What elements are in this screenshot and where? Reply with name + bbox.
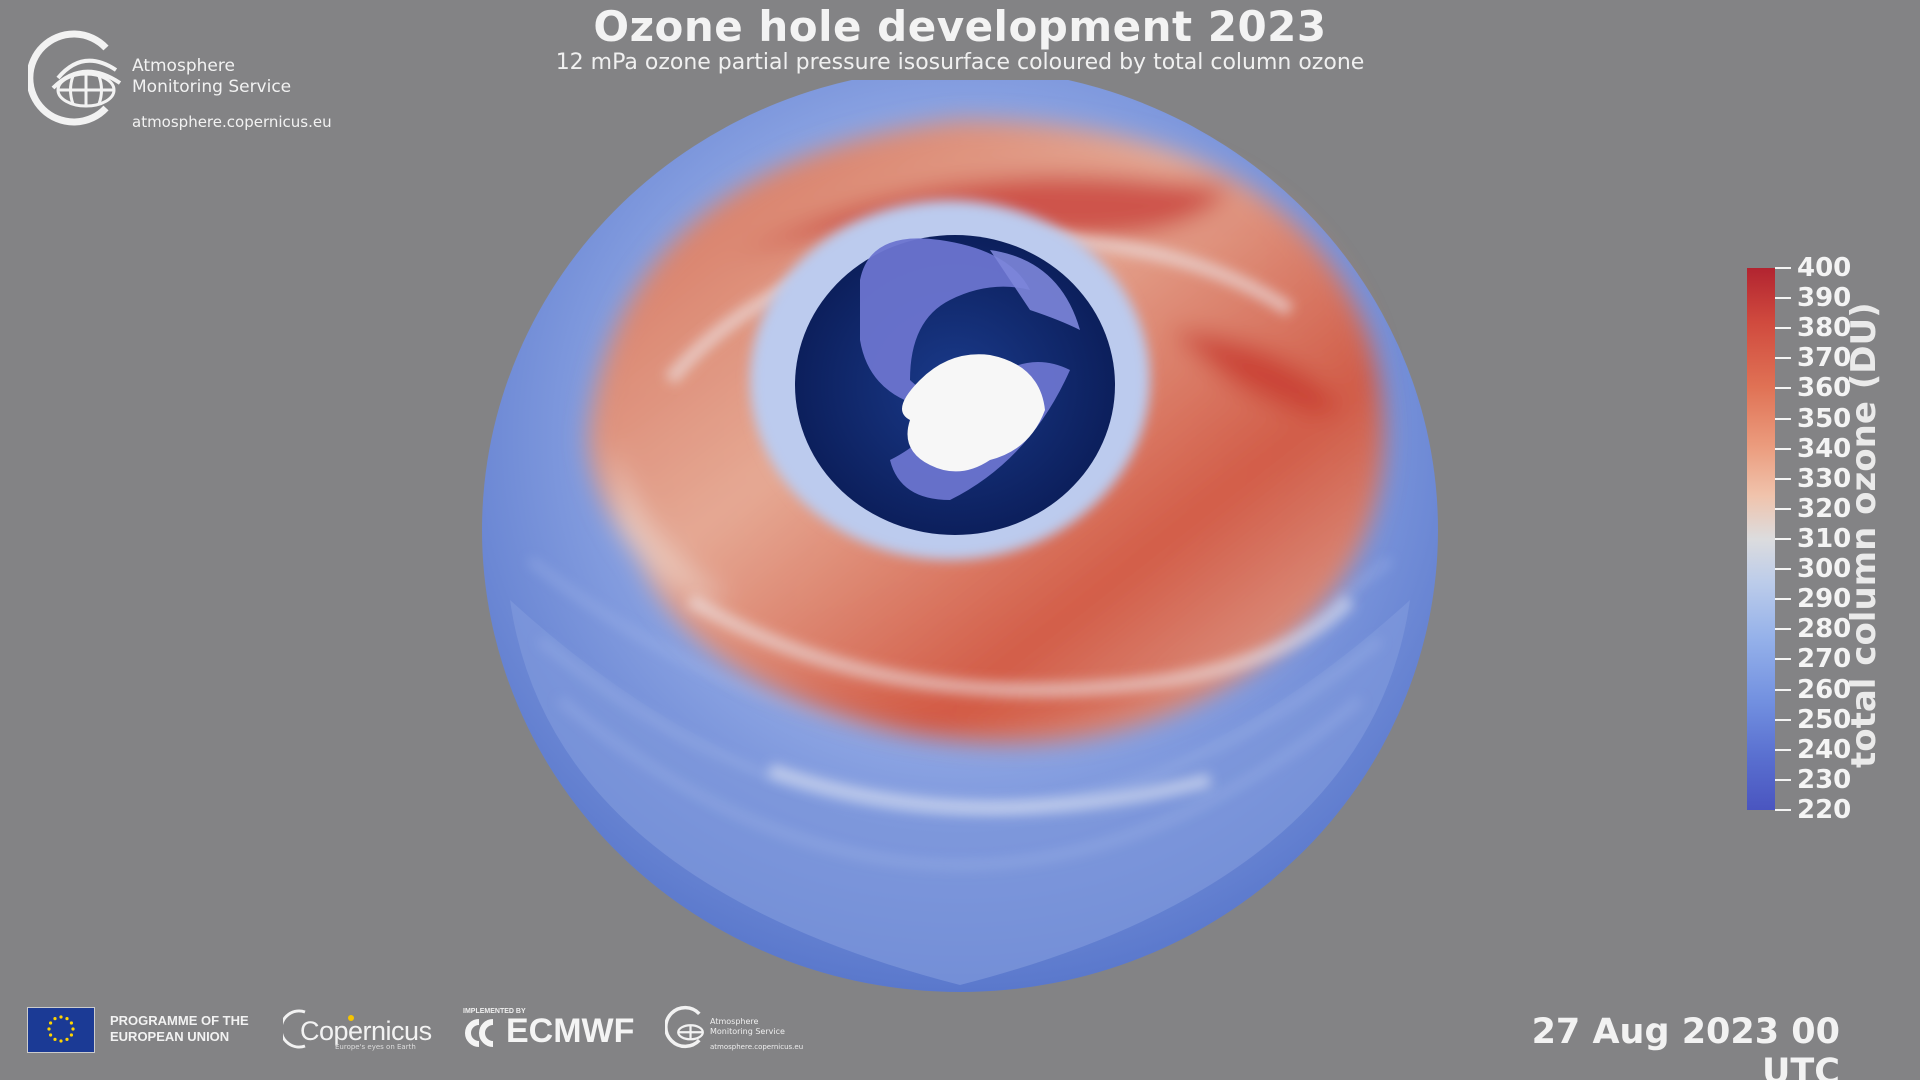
cams-logo-url: atmosphere.copernicus.eu xyxy=(132,113,332,131)
ozone-globe-image xyxy=(482,68,1438,992)
ozone-isosurface-visualization xyxy=(470,68,1450,1020)
cams-small-text: Atmosphere Monitoring Service xyxy=(710,1017,785,1037)
colorbar-ticks: 400 390 380 370 360 350 340 330 320 310 … xyxy=(1775,253,1855,825)
colorbar-tick: 340 xyxy=(1775,434,1851,464)
colorbar-tick: 240 xyxy=(1775,735,1851,765)
colorbar-tick: 290 xyxy=(1775,584,1851,614)
colorbar-tick: 350 xyxy=(1775,404,1851,434)
copernicus-tagline: Europe's eyes on Earth xyxy=(335,1043,416,1051)
cams-small-logo-icon xyxy=(665,1005,704,1049)
colorbar-tick: 400 xyxy=(1775,253,1851,283)
eu-text-line1: PROGRAMME OF THE xyxy=(110,1013,249,1028)
cams-small-url: atmosphere.copernicus.eu xyxy=(710,1043,804,1051)
colorbar-tick: 370 xyxy=(1775,343,1851,373)
cams-logo-text: Atmosphere Monitoring Service xyxy=(132,56,291,98)
copernicus-wordmark: Copernicus xyxy=(300,1016,432,1046)
page-title: Ozone hole development 2023 xyxy=(593,2,1327,51)
copernicus-logo-icon xyxy=(283,1009,354,1049)
colorbar-label: total column ozone (DU) xyxy=(1844,302,1884,768)
colorbar-tick: 300 xyxy=(1775,554,1851,584)
colorbar-tick: 250 xyxy=(1775,705,1851,735)
colorbar-tick: 390 xyxy=(1775,283,1851,313)
cams-logo-line1: Atmosphere xyxy=(132,56,235,76)
ecmwf-implemented-label: IMPLEMENTED BY xyxy=(463,1008,526,1015)
colorbar-tick: 380 xyxy=(1775,313,1851,343)
colorbar-tick: 280 xyxy=(1775,614,1851,644)
colorbar-tick: 260 xyxy=(1775,675,1851,705)
colorbar-tick: 310 xyxy=(1775,524,1851,554)
cams-small-line1: Atmosphere xyxy=(710,1017,759,1026)
colorbar-tick: 220 xyxy=(1775,795,1851,825)
cams-logo-line2: Monitoring Service xyxy=(132,77,292,97)
ecmwf-logo-icon xyxy=(465,1019,494,1047)
colorbar-tick: 230 xyxy=(1775,765,1851,795)
colorbar xyxy=(1747,268,1775,810)
colorbar-tick: 320 xyxy=(1775,494,1851,524)
timestamp: 27 Aug 2023 00 UTC xyxy=(1531,1012,1840,1080)
cams-globe-logo-icon xyxy=(28,30,122,126)
page-subtitle: 12 mPa ozone partial pressure isosurface… xyxy=(555,50,1365,75)
eu-flag-icon xyxy=(27,1007,95,1053)
colorbar-tick: 270 xyxy=(1775,644,1851,674)
ecmwf-wordmark: ECMWF xyxy=(506,1012,635,1050)
colorbar-tick: 360 xyxy=(1775,373,1851,403)
cams-small-line2: Monitoring Service xyxy=(710,1027,785,1036)
eu-text-line2: EUROPEAN UNION xyxy=(110,1029,230,1044)
eu-programme-text: PROGRAMME OF THE EUROPEAN UNION xyxy=(110,1013,249,1045)
colorbar-tick: 330 xyxy=(1775,464,1851,494)
